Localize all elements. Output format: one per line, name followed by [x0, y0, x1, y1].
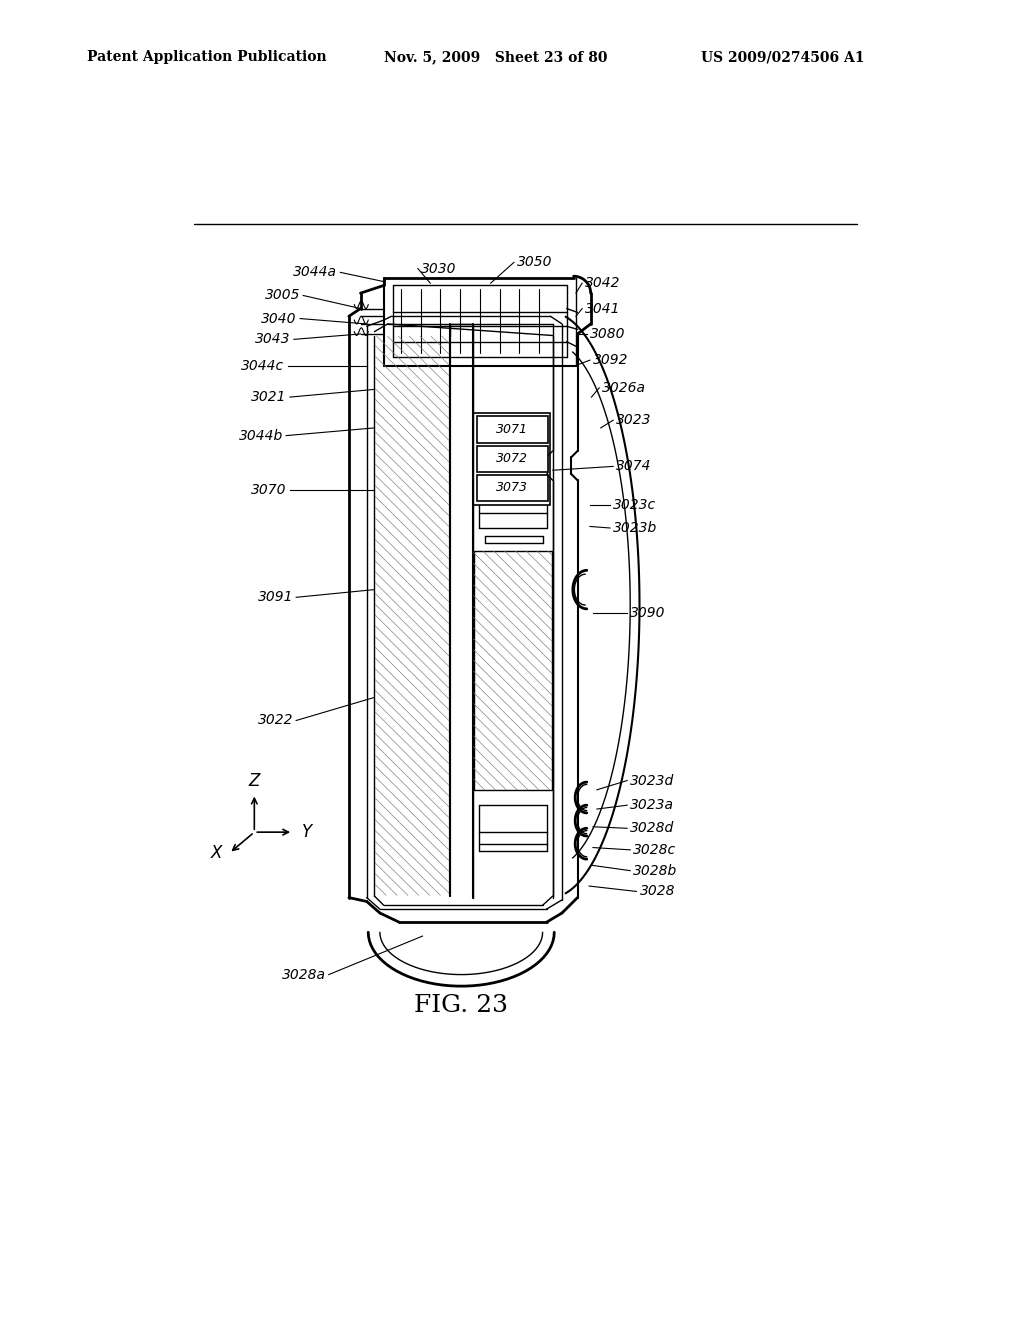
Text: 3023d: 3023d [630, 774, 675, 788]
Text: 3021: 3021 [251, 391, 287, 404]
Bar [477, 475, 548, 502]
Text: 3074: 3074 [616, 459, 651, 474]
Text: 3090: 3090 [630, 606, 666, 619]
Text: 3026a: 3026a [602, 381, 646, 395]
Text: 3091: 3091 [258, 590, 293, 605]
Text: 3022: 3022 [258, 714, 293, 727]
Text: 3028a: 3028a [282, 968, 326, 982]
Text: 3092: 3092 [593, 354, 629, 367]
Bar [477, 446, 548, 471]
Text: 3023c: 3023c [613, 498, 656, 512]
Text: 3023b: 3023b [613, 521, 657, 535]
Text: 3028c: 3028c [633, 843, 677, 857]
Text: 3050: 3050 [517, 255, 553, 269]
Text: 3028b: 3028b [633, 863, 678, 878]
Text: 3044a: 3044a [293, 265, 337, 280]
Text: Nov. 5, 2009   Sheet 23 of 80: Nov. 5, 2009 Sheet 23 of 80 [384, 50, 607, 65]
Text: 3030: 3030 [421, 261, 457, 276]
Text: 3071: 3071 [497, 422, 528, 436]
Text: Y: Y [302, 824, 312, 841]
Text: Patent Application Publication: Patent Application Publication [87, 50, 327, 65]
Text: 3072: 3072 [497, 453, 528, 465]
Text: X: X [211, 845, 222, 862]
Bar [477, 416, 548, 442]
Text: FIG. 23: FIG. 23 [415, 994, 508, 1016]
Text: 3040: 3040 [261, 312, 297, 326]
Text: 3044b: 3044b [239, 429, 283, 442]
Bar [474, 552, 552, 789]
Text: 3073: 3073 [497, 482, 528, 495]
Text: 3042: 3042 [586, 276, 621, 290]
Bar [473, 412, 550, 504]
Text: US 2009/0274506 A1: US 2009/0274506 A1 [701, 50, 865, 65]
Text: 3043: 3043 [255, 333, 291, 346]
Text: 3028: 3028 [640, 884, 675, 899]
Text: Z: Z [249, 772, 260, 791]
Text: 3005: 3005 [264, 289, 300, 302]
Text: 3080: 3080 [590, 327, 626, 341]
Text: 3044c: 3044c [242, 359, 285, 374]
Text: 3070: 3070 [251, 483, 287, 496]
Text: 3041: 3041 [586, 301, 621, 315]
Text: 3028d: 3028d [630, 821, 675, 836]
Text: 3023: 3023 [616, 413, 651, 428]
Text: 3023a: 3023a [630, 799, 674, 812]
